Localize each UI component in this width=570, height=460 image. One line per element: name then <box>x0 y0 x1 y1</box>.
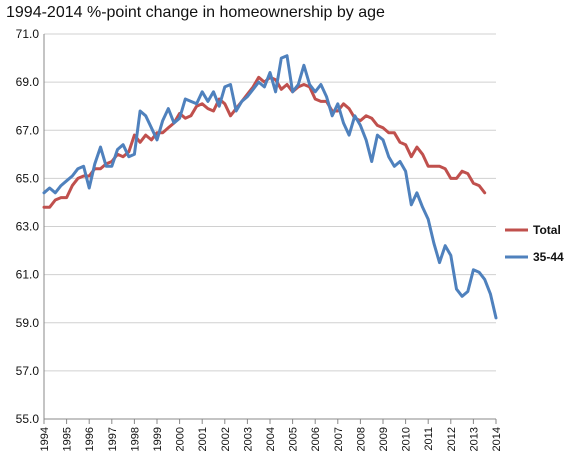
y-tick-label: 61.0 <box>16 268 40 282</box>
y-tick-label: 67.0 <box>16 123 40 137</box>
x-tick-label: 1998 <box>129 427 141 451</box>
x-tick-label: 2010 <box>401 427 413 451</box>
x-tick-label: 2003 <box>242 427 254 451</box>
y-tick-label: 57.0 <box>16 364 40 378</box>
series-line-age-35-44 <box>42 54 498 320</box>
y-tick-label: 59.0 <box>16 316 40 330</box>
x-tick-label: 2013 <box>468 427 480 451</box>
x-tick-label: 1999 <box>152 427 164 451</box>
x-tick-label: 2001 <box>197 427 209 451</box>
x-tick-label: 2002 <box>220 427 232 451</box>
x-tick-label: 1995 <box>62 427 74 451</box>
y-tick-label: 63.0 <box>16 220 40 234</box>
y-axis-ticks: 71.0 69.0 67.0 65.0 63.0 61.0 59.0 57.0 55.0 <box>16 27 40 426</box>
x-tick-label: 2000 <box>175 427 187 451</box>
y-tick-label: 71.0 <box>16 27 40 41</box>
x-tick-label: 2008 <box>355 427 367 451</box>
x-tick-label: 2004 <box>265 427 277 451</box>
x-tick-label: 1997 <box>107 427 119 451</box>
x-tick-label: 2006 <box>310 427 322 451</box>
grid-lines <box>44 33 496 420</box>
y-tick-label: 65.0 <box>16 171 40 185</box>
chart-title: 1994-2014 %-point change in homeownershi… <box>6 4 385 21</box>
x-tick-label: 2012 <box>446 427 458 451</box>
x-tick-label: 1996 <box>84 427 96 451</box>
x-tick-label: 2005 <box>288 427 300 451</box>
x-axis-ticks: 1994 1995 1996 1997 1998 1999 2000 2001 2002 2003… <box>39 419 503 451</box>
series-lines <box>42 54 498 320</box>
y-tick-label: 55.0 <box>16 412 40 426</box>
legend-label: 35-44 <box>533 250 564 264</box>
x-tick-label: 2011 <box>423 427 435 451</box>
x-tick-label: 1994 <box>39 427 51 451</box>
legend-label: Total <box>533 223 561 237</box>
series-line-total <box>42 75 487 209</box>
x-tick-label: 2007 <box>333 427 345 451</box>
x-tick-label: 2009 <box>378 427 390 451</box>
legend: Total 35-44 <box>505 223 564 264</box>
x-tick-label: 2014 <box>491 427 503 451</box>
y-tick-label: 69.0 <box>16 75 40 89</box>
